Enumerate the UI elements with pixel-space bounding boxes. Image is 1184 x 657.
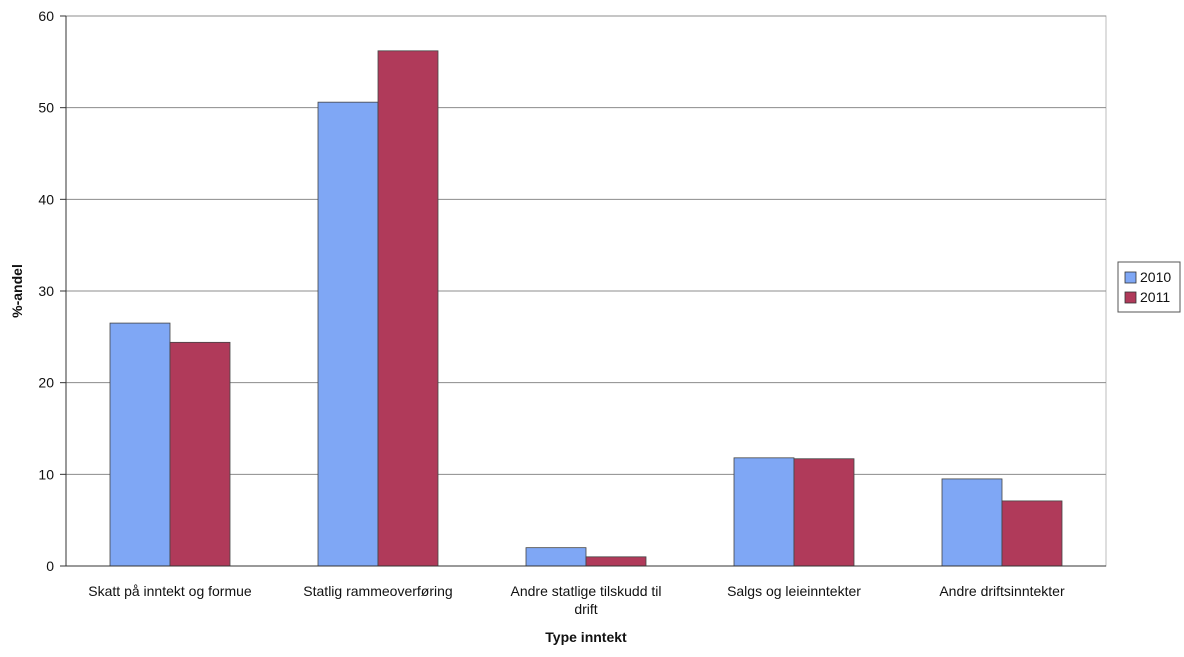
bar-2011 bbox=[169, 341, 231, 567]
bar-2010 bbox=[525, 547, 587, 567]
legend-box bbox=[1117, 261, 1181, 313]
bar-2011 bbox=[1001, 500, 1063, 567]
y-tick-label: 50 bbox=[38, 100, 54, 116]
x-tick-label: Statlig rammeoverføring bbox=[303, 583, 452, 599]
bar-2011 bbox=[585, 556, 647, 567]
y-tick-label: 40 bbox=[38, 191, 54, 207]
legend-swatch bbox=[1124, 271, 1137, 284]
y-tick-label: 60 bbox=[38, 8, 54, 24]
legend-label: 2011 bbox=[1140, 289, 1170, 305]
bar-2010 bbox=[733, 457, 795, 567]
bar-2010 bbox=[941, 478, 1003, 567]
x-tick-label: Salgs og leieinntekter bbox=[727, 583, 861, 599]
bar-2011 bbox=[793, 458, 855, 567]
y-axis-title: %-andel bbox=[9, 264, 25, 318]
bar-2010 bbox=[317, 101, 379, 567]
x-tick-label: Andre driftsinntekter bbox=[939, 583, 1065, 599]
y-tick-label: 20 bbox=[38, 375, 54, 391]
x-tick-label: Skatt på inntekt og formue bbox=[88, 583, 252, 599]
y-tick-label: 10 bbox=[38, 466, 54, 482]
y-tick-label: 30 bbox=[38, 283, 54, 299]
legend-swatch bbox=[1124, 291, 1137, 304]
bar-2011 bbox=[377, 50, 439, 567]
x-tick-label: Andre statlige tilskudd til bbox=[511, 583, 662, 599]
y-tick-label: 0 bbox=[46, 558, 54, 574]
x-tick-label: drift bbox=[574, 601, 597, 617]
bar-2010 bbox=[109, 322, 171, 567]
legend-label: 2010 bbox=[1140, 269, 1171, 285]
x-axis-title: Type inntekt bbox=[545, 629, 627, 645]
